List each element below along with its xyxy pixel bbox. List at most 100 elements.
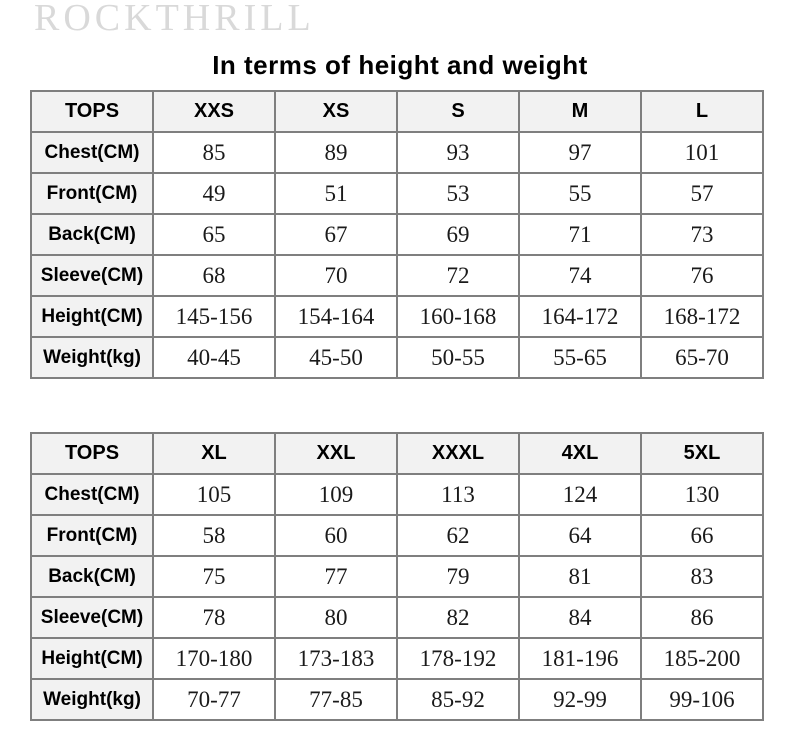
measurement-value-cell: 70-77 xyxy=(152,678,276,721)
table-row: Back(CM) 75 77 79 81 83 xyxy=(30,555,764,598)
measurement-label-cell: Weight(kg) xyxy=(30,678,154,721)
measurement-value-cell: 55 xyxy=(518,172,642,215)
measurement-label-cell: Chest(CM) xyxy=(30,473,154,516)
size-header-cell: XL xyxy=(152,432,276,475)
size-header-cell: L xyxy=(640,90,764,133)
measurement-value-cell: 45-50 xyxy=(274,336,398,379)
measurement-value-cell: 82 xyxy=(396,596,520,639)
measurement-label-cell: Height(CM) xyxy=(30,637,154,680)
measurement-value-cell: 51 xyxy=(274,172,398,215)
corner-header-cell: TOPS xyxy=(30,90,154,133)
measurement-label-cell: Front(CM) xyxy=(30,514,154,557)
measurement-value-cell: 77 xyxy=(274,555,398,598)
measurement-value-cell: 105 xyxy=(152,473,276,516)
table-row: Weight(kg) 70-77 77-85 85-92 92-99 99-106 xyxy=(30,678,764,721)
measurement-label-cell: Sleeve(CM) xyxy=(30,596,154,639)
measurement-value-cell: 75 xyxy=(152,555,276,598)
measurement-value-cell: 65 xyxy=(152,213,276,256)
size-header-cell: M xyxy=(518,90,642,133)
measurement-value-cell: 68 xyxy=(152,254,276,297)
measurement-value-cell: 86 xyxy=(640,596,764,639)
brand-logo: ROCKTHRILL xyxy=(34,0,315,39)
measurement-value-cell: 66 xyxy=(640,514,764,557)
size-table-small-sizes: TOPS XXS XS S M L Chest(CM) 85 89 93 97 101 Front(CM… xyxy=(30,90,764,379)
measurement-value-cell: 85 xyxy=(152,131,276,174)
measurement-value-cell: 73 xyxy=(640,213,764,256)
size-header-cell: XXL xyxy=(274,432,398,475)
measurement-value-cell: 58 xyxy=(152,514,276,557)
measurement-label-cell: Front(CM) xyxy=(30,172,154,215)
measurement-value-cell: 65-70 xyxy=(640,336,764,379)
measurement-label-cell: Chest(CM) xyxy=(30,131,154,174)
measurement-value-cell: 50-55 xyxy=(396,336,520,379)
table-row: Front(CM) 58 60 62 64 66 xyxy=(30,514,764,557)
measurement-label-cell: Back(CM) xyxy=(30,555,154,598)
measurement-label-cell: Height(CM) xyxy=(30,295,154,338)
table-row: Front(CM) 49 51 53 55 57 xyxy=(30,172,764,215)
measurement-value-cell: 74 xyxy=(518,254,642,297)
measurement-value-cell: 178-192 xyxy=(396,637,520,680)
measurement-value-cell: 113 xyxy=(396,473,520,516)
measurement-value-cell: 185-200 xyxy=(640,637,764,680)
measurement-label-cell: Sleeve(CM) xyxy=(30,254,154,297)
measurement-value-cell: 83 xyxy=(640,555,764,598)
measurement-value-cell: 53 xyxy=(396,172,520,215)
page-title: In terms of height and weight xyxy=(212,50,588,80)
table-row: Sleeve(CM) 68 70 72 74 76 xyxy=(30,254,764,297)
measurement-value-cell: 71 xyxy=(518,213,642,256)
measurement-value-cell: 72 xyxy=(396,254,520,297)
size-header-cell: 5XL xyxy=(640,432,764,475)
measurement-value-cell: 124 xyxy=(518,473,642,516)
measurement-value-cell: 55-65 xyxy=(518,336,642,379)
measurement-value-cell: 99-106 xyxy=(640,678,764,721)
measurement-value-cell: 170-180 xyxy=(152,637,276,680)
measurement-value-cell: 109 xyxy=(274,473,398,516)
corner-header-cell: TOPS xyxy=(30,432,154,475)
table-row: Height(CM) 170-180 173-183 178-192 181-196 18… xyxy=(30,637,764,680)
table-row: Chest(CM) 105 109 113 124 130 xyxy=(30,473,764,516)
measurement-value-cell: 101 xyxy=(640,131,764,174)
measurement-value-cell: 164-172 xyxy=(518,295,642,338)
size-header-cell: XS xyxy=(274,90,398,133)
measurement-value-cell: 69 xyxy=(396,213,520,256)
size-header-cell: XXXL xyxy=(396,432,520,475)
measurement-value-cell: 49 xyxy=(152,172,276,215)
table-row: Back(CM) 65 67 69 71 73 xyxy=(30,213,764,256)
measurement-value-cell: 85-92 xyxy=(396,678,520,721)
measurement-label-cell: Back(CM) xyxy=(30,213,154,256)
measurement-value-cell: 76 xyxy=(640,254,764,297)
measurement-value-cell: 62 xyxy=(396,514,520,557)
measurement-value-cell: 81 xyxy=(518,555,642,598)
measurement-value-cell: 60 xyxy=(274,514,398,557)
measurement-value-cell: 40-45 xyxy=(152,336,276,379)
header-row: TOPS XL XXL XXXL 4XL 5XL xyxy=(30,432,764,475)
measurement-value-cell: 173-183 xyxy=(274,637,398,680)
measurement-value-cell: 89 xyxy=(274,131,398,174)
measurement-value-cell: 160-168 xyxy=(396,295,520,338)
measurement-value-cell: 64 xyxy=(518,514,642,557)
measurement-value-cell: 67 xyxy=(274,213,398,256)
measurement-value-cell: 168-172 xyxy=(640,295,764,338)
measurement-value-cell: 181-196 xyxy=(518,637,642,680)
measurement-value-cell: 154-164 xyxy=(274,295,398,338)
size-header-cell: S xyxy=(396,90,520,133)
size-header-cell: 4XL xyxy=(518,432,642,475)
measurement-value-cell: 93 xyxy=(396,131,520,174)
size-table-large-sizes: TOPS XL XXL XXXL 4XL 5XL Chest(CM) 105 109 113 124… xyxy=(30,432,764,721)
measurement-value-cell: 77-85 xyxy=(274,678,398,721)
measurement-value-cell: 80 xyxy=(274,596,398,639)
measurement-value-cell: 145-156 xyxy=(152,295,276,338)
measurement-value-cell: 130 xyxy=(640,473,764,516)
table-row: Height(CM) 145-156 154-164 160-168 164-172 16… xyxy=(30,295,764,338)
measurement-value-cell: 79 xyxy=(396,555,520,598)
size-header-cell: XXS xyxy=(152,90,276,133)
measurement-value-cell: 78 xyxy=(152,596,276,639)
measurement-label-cell: Weight(kg) xyxy=(30,336,154,379)
measurement-value-cell: 70 xyxy=(274,254,398,297)
table-row: Sleeve(CM) 78 80 82 84 86 xyxy=(30,596,764,639)
measurement-value-cell: 97 xyxy=(518,131,642,174)
table-row: Chest(CM) 85 89 93 97 101 xyxy=(30,131,764,174)
table-row: Weight(kg) 40-45 45-50 50-55 55-65 65-70 xyxy=(30,336,764,379)
measurement-value-cell: 84 xyxy=(518,596,642,639)
header-row: TOPS XXS XS S M L xyxy=(30,90,764,133)
